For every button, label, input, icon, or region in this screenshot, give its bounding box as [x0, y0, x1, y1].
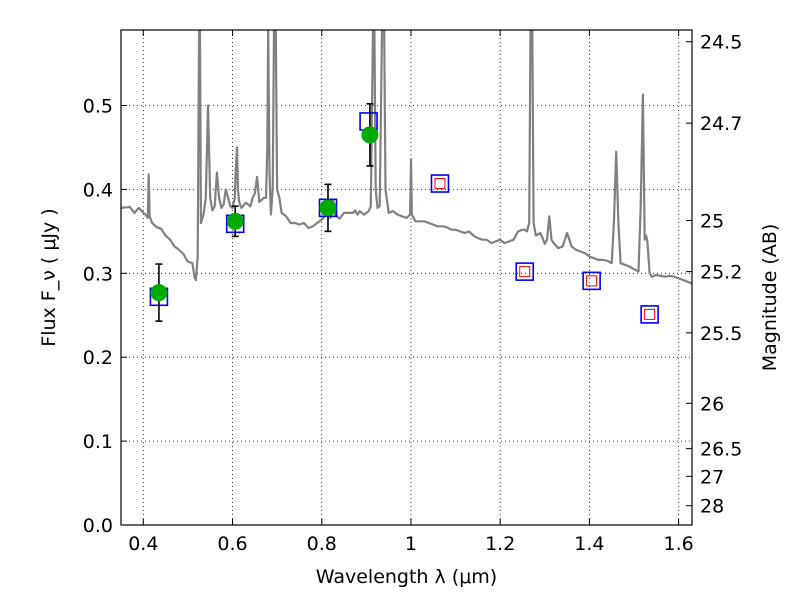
- photometry-markers: [149, 103, 659, 324]
- plot-frame: [120, 29, 693, 526]
- y2-tick-label: 24.5: [700, 32, 742, 54]
- green-circle-marker: [150, 284, 168, 302]
- y2-axis-label: Magnitude (AB): [759, 224, 781, 372]
- x-tick-label: 1.6: [664, 533, 694, 555]
- red-square-marker: [519, 266, 531, 278]
- green-circle-marker: [226, 212, 244, 230]
- x-tick-label: 0.6: [217, 533, 247, 555]
- y-tick-label: 0.2: [83, 347, 113, 369]
- axis-ticks: 0.4 0.6 0.8 1 1.2 1.4 1.6 0.0 0.1 0.2 0.3 0.4 0.5 24.…: [83, 30, 742, 555]
- blue-square-marker: [515, 262, 535, 281]
- x-tick-label: 1.2: [485, 533, 515, 555]
- grid: [121, 30, 692, 526]
- y2-tick-label: 24.7: [700, 113, 742, 135]
- x-tick-label: 1: [405, 533, 417, 555]
- y2-tick-label: 28: [700, 496, 724, 518]
- red-square-marker: [586, 275, 598, 287]
- y-tick-label: 0.0: [83, 515, 113, 537]
- axis-labels: Wavelength λ (μm) Flux F_ν ( μJy ) Magni…: [38, 208, 781, 588]
- green-circle-marker: [361, 126, 379, 144]
- x-tick-label: 0.8: [307, 533, 337, 555]
- y2-tick-label: 26: [700, 393, 724, 415]
- red-square-marker: [644, 308, 656, 320]
- green-circle-marker: [319, 199, 337, 217]
- x-tick-label: 0.4: [128, 533, 158, 555]
- y2-tick-label: 25.5: [700, 323, 742, 345]
- y-tick-label: 0.1: [83, 431, 113, 453]
- model-spectrum: [121, 30, 692, 285]
- red-square-marker: [434, 178, 446, 190]
- blue-square-marker: [430, 174, 450, 193]
- blue-square-marker: [582, 271, 601, 291]
- y-tick-label: 0.5: [83, 96, 113, 118]
- x-axis-label: Wavelength λ (μm): [316, 566, 497, 588]
- y2-tick-label: 25.2: [700, 262, 742, 284]
- y2-tick-label: 27: [700, 466, 724, 488]
- model-spectrum-line: [121, 30, 692, 285]
- y-axis-label: Flux F_ν ( μJy ): [38, 208, 60, 346]
- y2-tick-label: 26.5: [700, 439, 742, 461]
- y-tick-label: 0.3: [83, 263, 113, 285]
- y2-tick-label: 25: [700, 210, 724, 232]
- y-tick-label: 0.4: [83, 179, 113, 201]
- x-tick-label: 1.4: [574, 533, 604, 555]
- blue-square-marker: [640, 305, 659, 324]
